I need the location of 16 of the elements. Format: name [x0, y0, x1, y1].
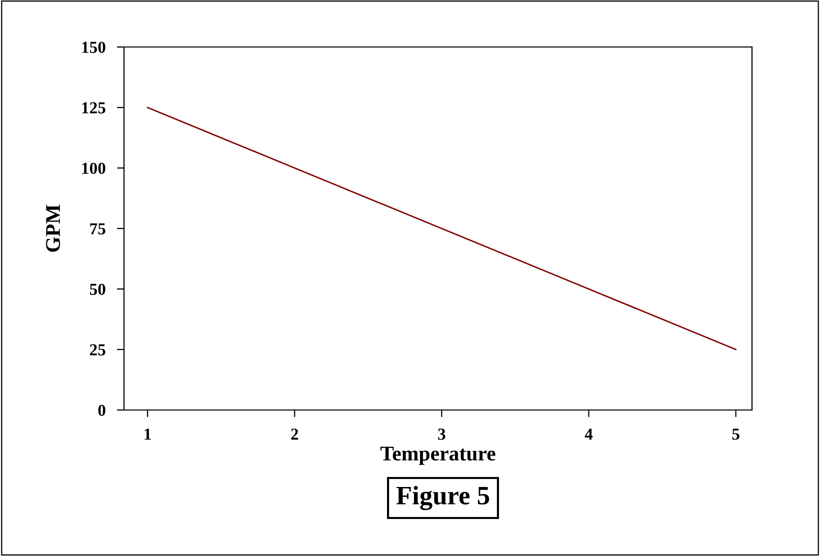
y-tick-label: 100 — [82, 162, 106, 174]
y-axis-title: GPM — [46, 204, 60, 252]
y-tick-label: 25 — [90, 344, 106, 356]
x-axis-title: Temperature — [380, 446, 496, 465]
x-tick-label: 1 — [144, 428, 151, 440]
y-tick-label: 125 — [82, 102, 106, 114]
y-tick-label: 50 — [90, 284, 106, 295]
x-tick-label: 5 — [732, 428, 740, 440]
x-tick-label: 3 — [438, 428, 446, 440]
line-series — [146, 106, 737, 350]
caption: Figure 5 — [396, 486, 490, 510]
y-tick-label: 150 — [82, 42, 106, 53]
x-tick-label: 4 — [584, 428, 593, 440]
y-tick-label: 75 — [90, 223, 106, 234]
y-tick-label: 0 — [98, 404, 106, 416]
x-tick-label: 2 — [291, 428, 298, 440]
